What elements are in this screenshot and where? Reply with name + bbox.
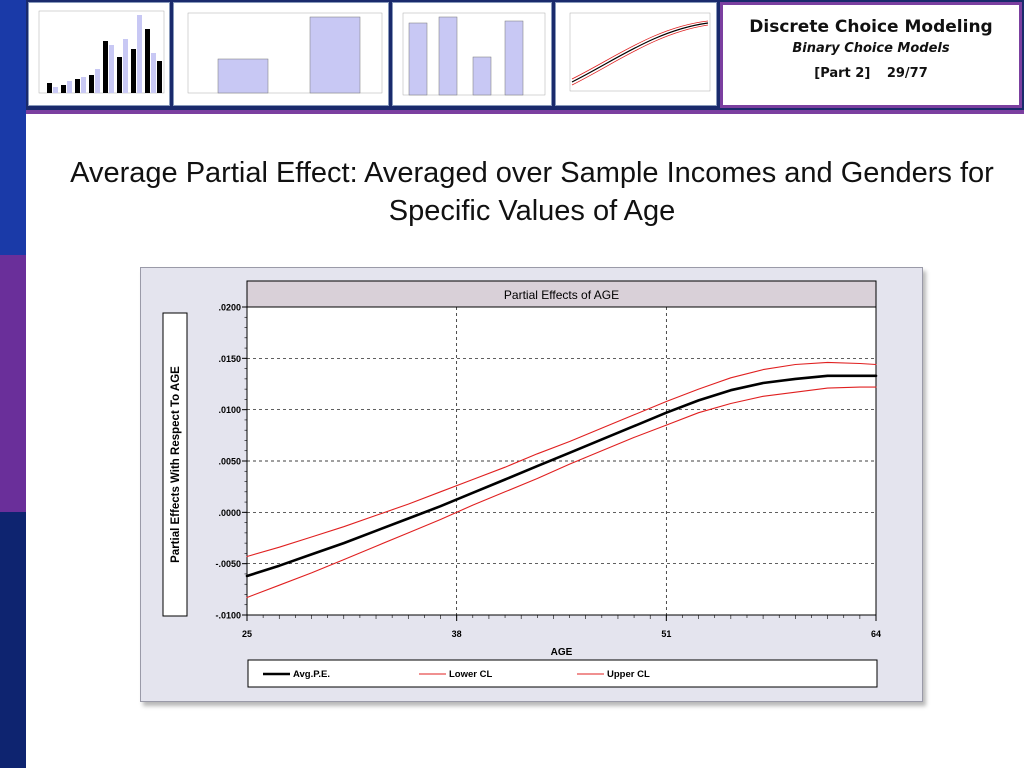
y-tick-label: .0200 [218,303,241,313]
series-line-lower-cl [246,386,877,599]
y-tick-label: .0100 [218,405,241,415]
y-tick-label: .0050 [218,457,241,467]
series-line-upper-cl [246,361,877,558]
sidebar-segment-bottom [0,512,26,768]
course-title-box: Discrete Choice Modeling Binary Choice M… [720,2,1022,108]
y-tick-label: .0000 [218,508,241,518]
legend-label: Lower CL [449,669,492,680]
x-axis-ticks: 25 38 51 64 [242,615,881,639]
legend-label: Avg.P.E. [293,669,330,680]
x-axis-label: AGE [551,647,573,658]
series-line-avg-p-e [245,374,878,578]
y-axis-label: Partial Effects With Respect To AGE [170,366,182,563]
thumbnail-bar-chart-1 [173,2,389,106]
x-tick-label: 25 [242,629,252,639]
x-tick-label: 38 [452,629,462,639]
part-and-slide-number: [Part 2] 29/77 [723,66,1019,81]
y-tick-label: -.0050 [215,559,241,569]
y-tick-label: .0150 [218,354,241,364]
course-title: Discrete Choice Modeling [749,17,993,37]
header-rule [26,110,1024,114]
legend-box [247,659,878,688]
partial-effects-chart: Partial Effects With Respect To AGE Part… [162,280,881,688]
x-tick-label: 51 [661,629,671,639]
part-label: [Part 2] [814,66,871,81]
chart-frame: Partial Effects With Respect To AGE Part… [140,267,923,702]
x-tick-label: 64 [871,629,881,639]
thumbnail-line-chart [555,2,717,106]
slide-title: Average Partial Effect: Averaged over Sa… [70,157,994,227]
grid-lines [247,307,876,615]
thumbnail-bar-chart-2 [392,2,552,106]
sidebar-segment-middle [0,255,26,512]
legend: Avg.P.E. Lower CL Upper CL [263,669,650,680]
thumbnail-histogram [28,2,170,106]
plot-title: Partial Effects of AGE [504,288,619,302]
ylabel-box [162,312,188,617]
sidebar-segment-top [0,0,26,255]
course-topic: Binary Choice Models [792,41,950,56]
slide-number: 29/77 [886,66,928,81]
left-color-bar [0,0,26,768]
y-tick-label: -.0100 [215,611,241,621]
series-lines [245,361,878,599]
y-axis-ticks: -.0100 -.0050 .0000 .0050 .0100 .0150 .0200 [215,303,247,621]
legend-label: Upper CL [607,669,650,680]
